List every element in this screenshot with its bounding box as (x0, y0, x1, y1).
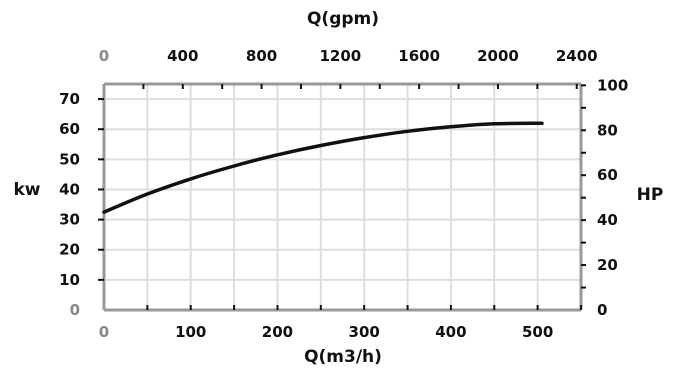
y-axis-right-title: HP (637, 185, 664, 205)
x-top-tick-label: 800 (246, 47, 277, 65)
y-right-tick-label: 80 (597, 121, 618, 139)
y-left-tick-label: 60 (59, 120, 80, 138)
x-top-tick-label: 400 (167, 47, 198, 65)
y-axis-left-title: kw (13, 180, 40, 200)
x-top-tick-label: 1600 (398, 47, 440, 65)
y-right-tick-label: 40 (597, 211, 618, 229)
y-right-tick-label: 100 (597, 76, 628, 94)
y-left-tick-label: 20 (59, 241, 80, 259)
x-axis-bottom-title: Q(m3/h) (304, 347, 382, 367)
y-left-tick-label: 40 (59, 180, 80, 198)
x-bottom-tick-label: 200 (262, 323, 293, 341)
y-right-tick-label: 60 (597, 166, 618, 184)
tick-marks (98, 84, 586, 310)
x-axis-top-title: Q(gpm) (307, 9, 379, 29)
y-right-tick-label: 20 (597, 256, 618, 274)
y-right-tick-label: 0 (597, 301, 607, 319)
x-top-tick-label: 2400 (556, 47, 598, 65)
x-bottom-tick-label: 300 (349, 323, 380, 341)
y-left-tick-label: 30 (59, 211, 80, 229)
x-top-tick-label: 2000 (477, 47, 519, 65)
x-bottom-tick-label: 400 (435, 323, 466, 341)
grid-lines (104, 84, 581, 310)
y-left-tick-label: 0 (70, 301, 80, 319)
y-left-tick-label: 10 (59, 271, 80, 289)
y-left-tick-label: 70 (59, 90, 80, 108)
axes (102, 82, 583, 312)
y-left-tick-label: 50 (59, 150, 80, 168)
x-top-tick-label: 1200 (319, 47, 361, 65)
x-bottom-tick-label: 100 (175, 323, 206, 341)
x-top-tick-label: 0 (99, 47, 109, 65)
x-bottom-tick-label: 0 (99, 323, 109, 341)
power-curve-line (102, 121, 544, 214)
series-group (102, 121, 544, 214)
x-bottom-tick-label: 500 (522, 323, 553, 341)
